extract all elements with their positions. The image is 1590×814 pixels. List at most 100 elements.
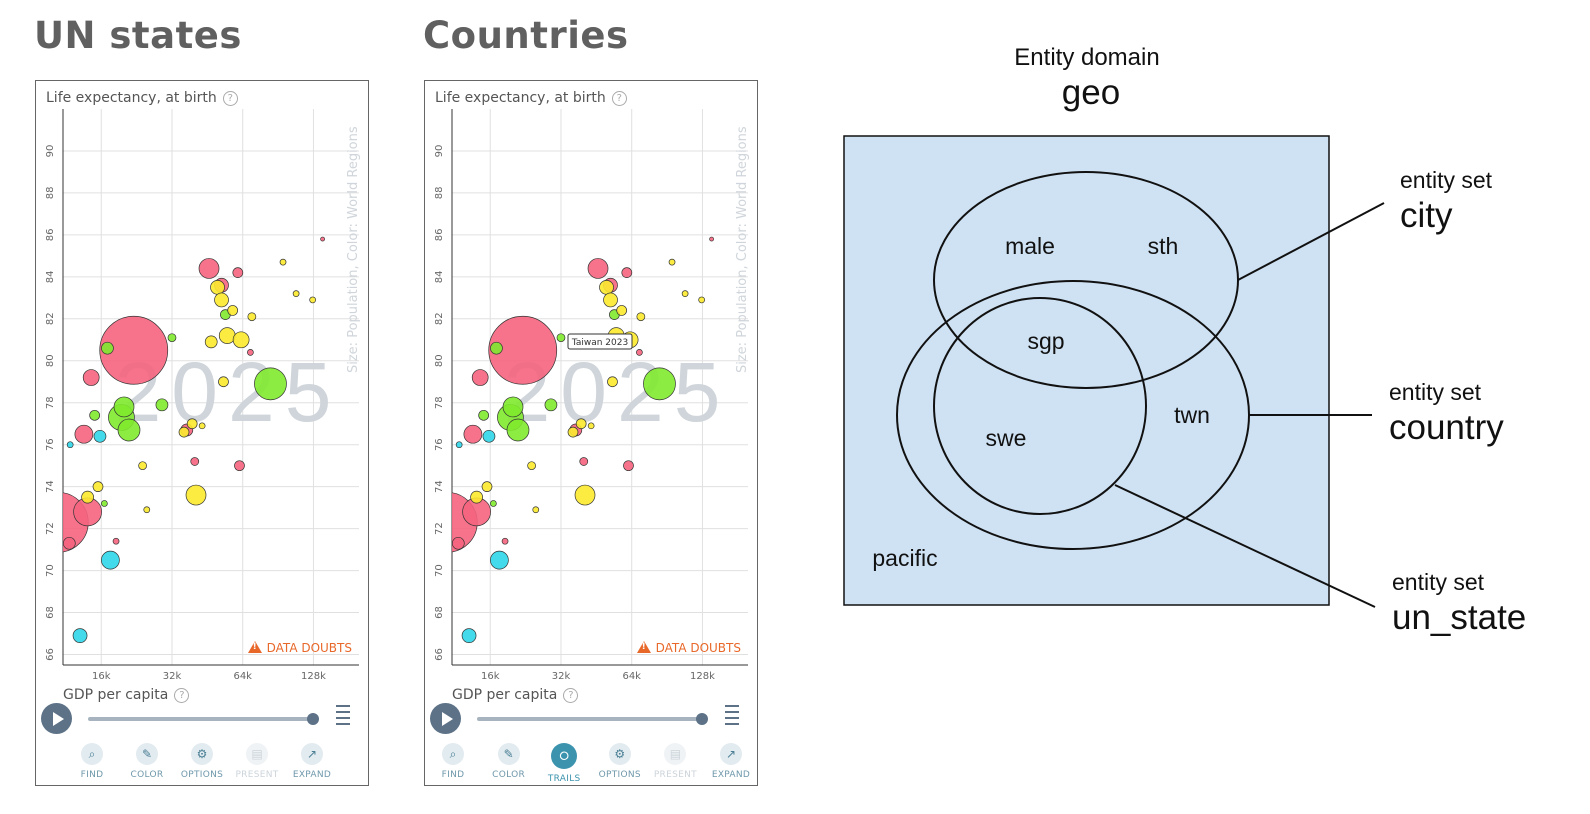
data-bubble[interactable] <box>455 441 463 449</box>
data-bubble[interactable] <box>82 369 100 386</box>
data-bubble[interactable] <box>461 628 477 643</box>
help-icon[interactable]: ? <box>174 687 190 703</box>
data-bubble[interactable] <box>63 536 76 550</box>
timeslider-thumb[interactable] <box>307 713 319 725</box>
x-axis-label[interactable]: GDP per capita? <box>452 687 579 703</box>
data-bubble[interactable] <box>204 335 218 349</box>
data-bubble[interactable] <box>247 349 254 356</box>
data-bubble[interactable] <box>320 236 325 242</box>
data-bubble[interactable] <box>292 290 300 297</box>
tool-expand-button[interactable]: ↗ EXPAND <box>286 743 338 780</box>
data-bubble[interactable] <box>452 536 465 550</box>
play-button[interactable] <box>430 703 461 734</box>
data-bubble[interactable] <box>501 537 509 545</box>
data-bubble[interactable] <box>587 258 609 279</box>
help-icon[interactable]: ? <box>222 90 238 106</box>
data-bubble[interactable] <box>232 331 250 349</box>
data-bubble[interactable] <box>579 457 589 466</box>
data-bubble[interactable] <box>527 461 536 471</box>
data-bubble[interactable] <box>101 341 114 355</box>
data-bubble[interactable] <box>603 292 618 308</box>
data-bubble[interactable] <box>463 424 483 444</box>
tool-find-button[interactable]: ⌕ FIND <box>66 743 118 780</box>
data-bubble[interactable] <box>92 481 104 493</box>
data-bubble[interactable] <box>621 267 633 279</box>
data-bubble[interactable] <box>471 369 489 386</box>
data-bubble[interactable] <box>185 484 207 506</box>
data-bubble[interactable] <box>234 460 245 472</box>
timeslider-thumb[interactable] <box>696 713 708 725</box>
tool-color-button[interactable]: ✎ COLOR <box>121 743 173 780</box>
data-bubble[interactable] <box>247 312 257 322</box>
data-bubble[interactable] <box>488 315 558 385</box>
data-bubble[interactable] <box>101 500 108 507</box>
data-bubble[interactable] <box>567 426 579 438</box>
data-bubble[interactable] <box>74 424 94 444</box>
data-bubble[interactable] <box>470 490 483 504</box>
data-bubble[interactable] <box>143 506 151 514</box>
data-bubble[interactable] <box>254 367 287 401</box>
data-doubts-link[interactable]: DATA DOUBTS <box>247 640 352 655</box>
data-bubble[interactable] <box>89 409 101 421</box>
data-bubble[interactable] <box>623 460 634 472</box>
tool-options-button[interactable]: ⚙ OPTIONS <box>176 743 228 780</box>
data-bubble[interactable] <box>506 418 530 442</box>
data-bubble[interactable] <box>490 341 503 355</box>
data-bubble[interactable] <box>681 290 689 297</box>
data-bubble[interactable] <box>532 506 540 514</box>
tool-color-button[interactable]: ✎ COLOR <box>483 743 535 780</box>
bubble-chart-un-states[interactable]: 90 88 86 84 82 80 78 76 74 72 70 68 66 16k 32k 64k 128k 2… <box>35 80 369 786</box>
data-bubble[interactable] <box>101 550 120 570</box>
data-bubble[interactable] <box>279 258 287 266</box>
data-bubble[interactable] <box>490 500 497 507</box>
data-bubble[interactable] <box>668 258 676 266</box>
tool-trails-button[interactable]: ⭘ TRAILS <box>538 743 590 784</box>
speed-menu-icon[interactable] <box>725 705 739 733</box>
timeslider-track[interactable] <box>477 717 701 721</box>
data-bubble[interactable] <box>117 418 141 442</box>
data-bubble[interactable] <box>482 429 496 443</box>
data-bubble[interactable] <box>66 441 74 449</box>
help-icon[interactable]: ? <box>611 90 627 106</box>
data-bubble[interactable] <box>93 429 107 443</box>
data-bubble[interactable] <box>636 349 643 356</box>
data-bubble[interactable] <box>709 236 714 242</box>
y-axis-label[interactable]: Life expectancy, at birth? <box>435 90 627 106</box>
data-bubble[interactable] <box>607 376 618 388</box>
data-bubble[interactable] <box>112 537 120 545</box>
timeslider-track[interactable] <box>88 717 312 721</box>
tool-find-button[interactable]: ⌕ FIND <box>427 743 479 780</box>
data-bubble[interactable] <box>643 367 676 401</box>
data-bubble[interactable] <box>186 418 198 430</box>
data-bubble[interactable] <box>599 279 614 295</box>
data-bubble[interactable] <box>81 490 94 504</box>
help-icon[interactable]: ? <box>563 687 579 703</box>
data-bubble[interactable] <box>616 305 628 316</box>
data-bubble[interactable] <box>574 484 596 506</box>
data-bubble[interactable] <box>198 422 206 430</box>
data-bubble[interactable] <box>556 333 566 343</box>
data-bubble[interactable] <box>227 305 239 316</box>
data-bubble[interactable] <box>210 279 225 295</box>
x-axis-label[interactable]: GDP per capita? <box>63 687 190 703</box>
data-bubble[interactable] <box>218 327 236 344</box>
tool-expand-button[interactable]: ↗ EXPAND <box>705 743 757 780</box>
data-bubble[interactable] <box>113 396 135 418</box>
data-bubble[interactable] <box>167 333 177 343</box>
data-bubble[interactable] <box>490 550 509 570</box>
tool-options-button[interactable]: ⚙ OPTIONS <box>594 743 646 780</box>
data-bubble[interactable] <box>138 461 147 471</box>
data-bubble[interactable] <box>575 418 587 430</box>
data-bubble[interactable] <box>587 422 595 430</box>
data-bubble[interactable] <box>155 398 169 412</box>
data-bubble[interactable] <box>218 376 229 388</box>
data-bubble[interactable] <box>544 398 558 412</box>
data-bubble[interactable] <box>214 292 229 308</box>
data-bubble[interactable] <box>72 628 88 643</box>
data-bubble[interactable] <box>698 296 706 304</box>
data-bubble[interactable] <box>190 457 200 466</box>
play-button[interactable] <box>41 703 72 734</box>
data-bubble[interactable] <box>636 312 646 322</box>
data-bubble[interactable] <box>481 481 493 493</box>
